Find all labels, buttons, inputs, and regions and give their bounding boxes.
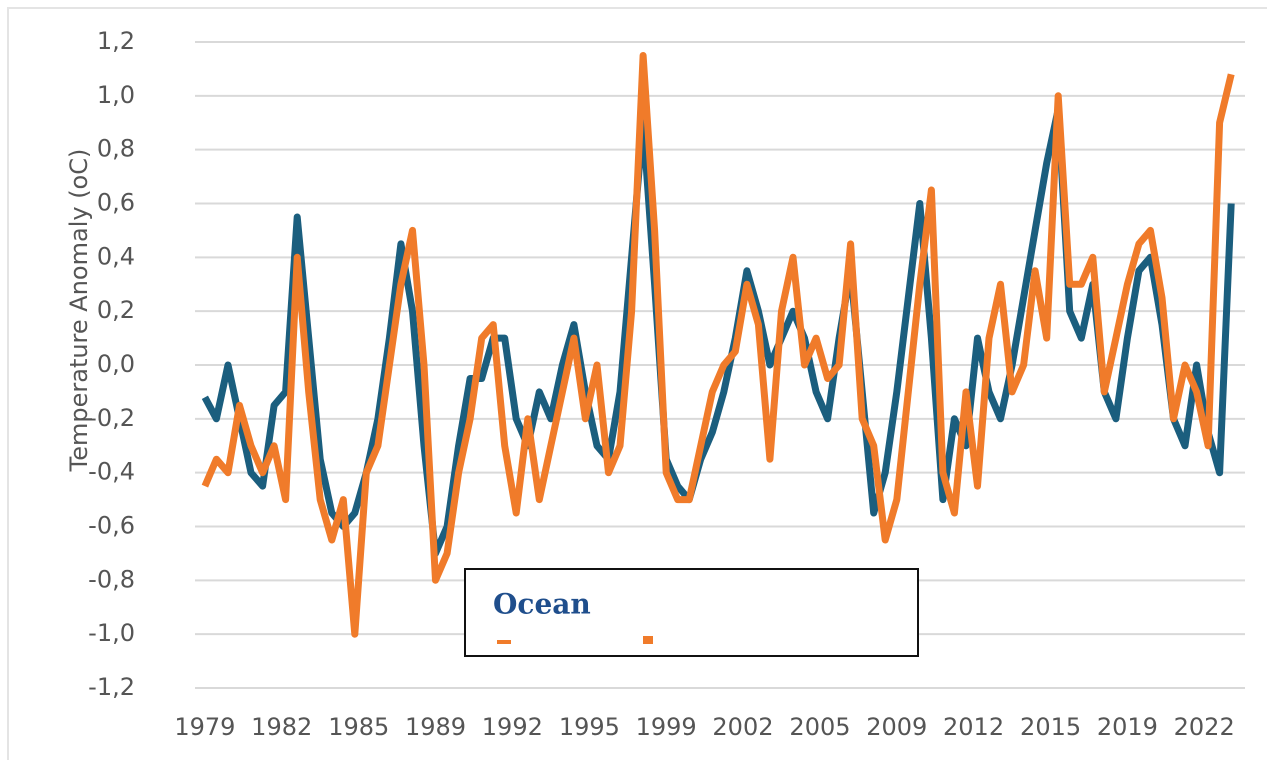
legend-box (464, 568, 919, 657)
y-tick-label: 0,4 (97, 242, 135, 270)
frame (7, 7, 1267, 760)
x-tick-label: 1999 (636, 713, 697, 741)
x-tick-label: 2009 (866, 713, 927, 741)
x-tick-label: 2012 (943, 713, 1004, 741)
legend-swatch (643, 636, 653, 644)
x-tick-label: 1985 (328, 713, 389, 741)
y-tick-label: -1,2 (88, 673, 135, 701)
x-tick-label: 1989 (405, 713, 466, 741)
x-tick-label: 2015 (1020, 713, 1081, 741)
y-tick-label: 0,8 (97, 135, 135, 163)
y-tick-label: -0,8 (88, 565, 135, 593)
x-tick-label: 1992 (482, 713, 543, 741)
series-line (201, 52, 1235, 638)
y-tick-label: 0,6 (97, 189, 135, 217)
x-tick-label: 2019 (1097, 713, 1158, 741)
series-line (201, 105, 1235, 557)
y-tick-label: 1,2 (97, 27, 135, 55)
y-tick-label: 0,0 (97, 350, 135, 378)
legend-label: Ocean (493, 588, 591, 621)
y-tick-label: 1,0 (97, 81, 135, 109)
y-tick-label: -0,4 (88, 458, 135, 486)
x-tick-label: 1995 (559, 713, 620, 741)
x-tick-label: 2002 (712, 713, 773, 741)
legend-swatch (497, 640, 511, 644)
x-tick-label: 2005 (789, 713, 850, 741)
x-tick-label: 2022 (1174, 713, 1235, 741)
y-tick-label: 0,2 (97, 296, 135, 324)
y-tick-label: -1,0 (88, 619, 135, 647)
y-tick-label: -0,2 (88, 404, 135, 432)
y-tick-label: -0,6 (88, 512, 135, 540)
x-tick-label: 1982 (251, 713, 312, 741)
legend: Ocean (464, 568, 919, 657)
y-axis-label: Temperature Anomaly (oC) (65, 149, 93, 473)
x-tick-label: 1979 (174, 713, 235, 741)
